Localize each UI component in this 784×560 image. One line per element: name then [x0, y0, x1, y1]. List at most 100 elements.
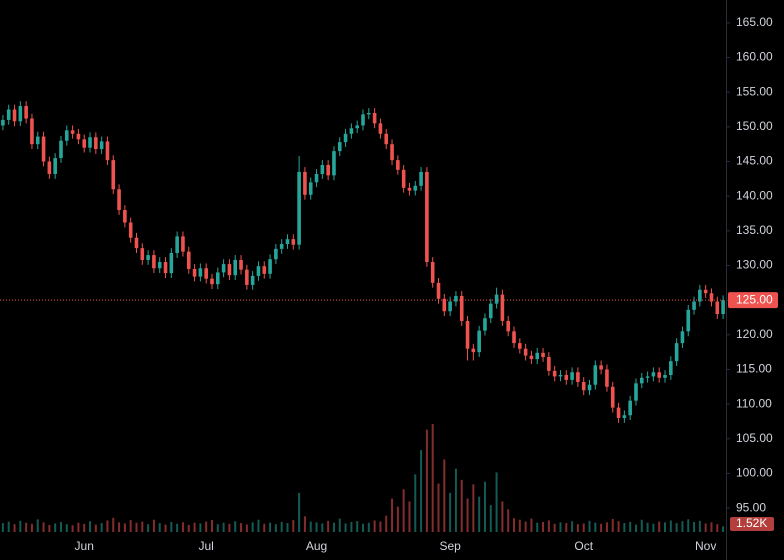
candle-body	[436, 282, 441, 299]
volume-bar	[13, 524, 16, 532]
volume-bar	[327, 520, 330, 532]
volume-bar	[25, 522, 28, 532]
volume-bar	[216, 524, 219, 532]
candle-body	[6, 109, 11, 120]
volume-bar	[652, 523, 655, 532]
volume-bar	[698, 520, 701, 532]
y-tick-label: 95.00	[736, 500, 766, 514]
volume-bar	[65, 524, 68, 532]
candle-body	[268, 259, 272, 274]
volume-bar	[553, 523, 556, 532]
candle-body	[291, 239, 296, 245]
candle-body	[332, 151, 336, 176]
candle-body	[35, 136, 40, 145]
volume-bar	[344, 523, 347, 532]
volume-bar	[170, 521, 173, 532]
candle-body	[186, 251, 191, 269]
candle-body	[605, 369, 609, 387]
volume-bar	[605, 522, 608, 532]
volume-bar	[7, 521, 10, 532]
candle-body	[355, 125, 359, 129]
volume-bar	[675, 523, 678, 532]
volume-bar	[704, 523, 707, 532]
candle-body	[163, 262, 168, 274]
candle-body	[123, 210, 127, 223]
candle-body	[419, 171, 423, 186]
candle-body	[99, 141, 104, 150]
candle-body	[698, 289, 702, 302]
volume-bar	[501, 501, 504, 532]
volume-bar	[123, 523, 126, 532]
candle-body	[105, 141, 110, 161]
y-tick-label: 120.00	[736, 327, 773, 341]
candle-body	[576, 372, 580, 382]
candle-body	[639, 377, 644, 384]
volume-bar	[495, 472, 498, 532]
candle-body	[622, 415, 627, 418]
candle-body	[134, 237, 139, 249]
volume-bar	[257, 519, 260, 532]
volume-bar	[147, 524, 150, 532]
candle-body	[64, 130, 69, 141]
volume-bar	[710, 522, 713, 532]
volume-bar	[54, 523, 57, 532]
volume-bar	[414, 474, 417, 532]
candle-body	[401, 169, 406, 188]
last-price-box	[728, 292, 778, 309]
volume-bar	[187, 524, 190, 532]
volume-bar	[222, 522, 225, 532]
volume-bar	[193, 522, 196, 532]
candle-body	[494, 294, 499, 304]
candle-body	[337, 142, 342, 152]
candle-body	[721, 300, 725, 315]
volume-bar	[94, 524, 97, 532]
candle-body	[361, 114, 365, 126]
volume-bar	[402, 489, 405, 532]
volume-bar	[530, 518, 533, 532]
y-tick-label: 130.00	[736, 258, 773, 272]
volume-bar	[524, 521, 527, 532]
volume-bar	[181, 522, 184, 532]
candle-body	[30, 118, 34, 145]
volume-bar	[536, 522, 539, 532]
volume-bar	[542, 521, 545, 532]
volume-bar	[646, 522, 649, 532]
volume-bar	[478, 496, 481, 532]
candle-body	[274, 248, 278, 260]
volume-bar	[391, 498, 394, 532]
volume-bar	[454, 468, 457, 532]
candle-body	[82, 139, 87, 148]
candle-body	[303, 171, 307, 195]
volume-bar	[373, 520, 376, 532]
volume-bar	[396, 506, 399, 532]
volume-bar	[420, 450, 423, 532]
volume-bar	[199, 523, 202, 532]
candle-body	[454, 295, 458, 302]
candle-body	[547, 356, 551, 371]
candle-body	[674, 343, 679, 362]
candle-body	[233, 259, 238, 276]
candle-body	[459, 295, 464, 321]
candle-body	[506, 320, 510, 332]
volume-bar	[263, 523, 266, 532]
volume-bar	[240, 523, 243, 532]
volume-bar	[356, 521, 359, 532]
volume-bar	[164, 524, 167, 532]
volume-bar	[1, 523, 4, 532]
volume-bar	[280, 521, 283, 532]
candle-body	[210, 278, 214, 285]
candle-body	[146, 255, 150, 260]
x-tick-label: Jun	[75, 539, 94, 553]
volume-bar	[100, 523, 103, 532]
volume-bar	[315, 522, 318, 532]
candle-body	[715, 301, 720, 315]
x-tick-label: Aug	[306, 539, 327, 553]
volume-bar	[588, 520, 591, 532]
candle-body	[529, 355, 534, 360]
candle-body	[314, 173, 319, 183]
candle-body	[558, 375, 563, 377]
last-volume-label: 1.52K	[736, 516, 767, 530]
volume-bar	[303, 516, 306, 532]
y-tick-label: 145.00	[736, 154, 773, 168]
